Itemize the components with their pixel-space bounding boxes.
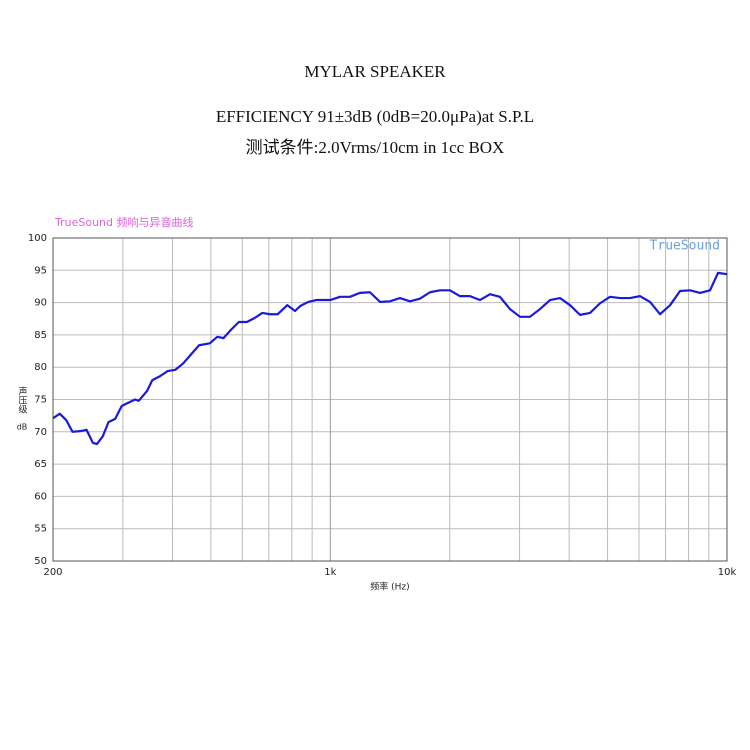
y-tick-label: 75	[34, 395, 47, 406]
chart-title: MYLAR SPEAKER	[304, 62, 446, 81]
y-tick-label: 90	[34, 298, 47, 309]
chart-label: TrueSound 频响与异音曲线	[54, 215, 194, 229]
y-axis-unit: dB	[17, 423, 28, 432]
x-tick-label: 1k	[324, 567, 336, 578]
y-tick-label: 60	[34, 491, 47, 502]
y-tick-label: 80	[34, 362, 47, 373]
chart-subtitle: EFFICIENCY 91±3dB (0dB=20.0μPa)at S.P.L	[215, 107, 535, 126]
x-tick-label: 200	[43, 567, 62, 578]
y-tick-label: 65	[34, 459, 47, 470]
y-tick-label: 55	[34, 524, 47, 535]
y-axis-label: 声压级	[17, 385, 28, 414]
x-axis-label: 频率 (Hz)	[370, 581, 409, 593]
series-line	[52, 271, 728, 446]
y-tick-label: 70	[34, 427, 47, 438]
y-tick-label: 50	[34, 556, 47, 567]
y-tick-label: 85	[34, 330, 47, 341]
plot-frame	[52, 237, 728, 562]
y-tick-label: 95	[34, 265, 47, 276]
watermark: TrueSound	[650, 239, 720, 254]
chart-subtitle: 测试条件:2.0Vrms/10cm in 1cc BOX	[245, 138, 505, 157]
x-tick-label: 10k	[718, 567, 737, 578]
y-tick-label: 100	[28, 233, 47, 244]
